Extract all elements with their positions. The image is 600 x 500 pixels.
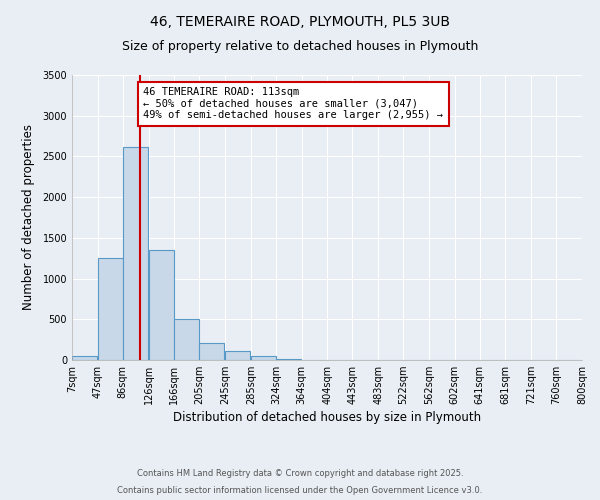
Bar: [174, 320, 199, 360]
Text: 46, TEMERAIRE ROAD, PLYMOUTH, PL5 3UB: 46, TEMERAIRE ROAD, PLYMOUTH, PL5 3UB: [150, 15, 450, 29]
Bar: [123, 148, 148, 360]
Bar: [149, 250, 173, 360]
Y-axis label: Number of detached properties: Number of detached properties: [22, 124, 35, 310]
Bar: [72, 356, 97, 360]
Bar: [98, 258, 123, 360]
Text: Contains public sector information licensed under the Open Government Licence v3: Contains public sector information licen…: [118, 486, 482, 495]
Text: Size of property relative to detached houses in Plymouth: Size of property relative to detached ho…: [122, 40, 478, 53]
Bar: [251, 356, 276, 360]
Text: Contains HM Land Registry data © Crown copyright and database right 2025.: Contains HM Land Registry data © Crown c…: [137, 468, 463, 477]
Bar: [276, 359, 301, 360]
X-axis label: Distribution of detached houses by size in Plymouth: Distribution of detached houses by size …: [173, 412, 481, 424]
Text: 46 TEMERAIRE ROAD: 113sqm
← 50% of detached houses are smaller (3,047)
49% of se: 46 TEMERAIRE ROAD: 113sqm ← 50% of detac…: [143, 87, 443, 120]
Bar: [225, 351, 250, 360]
Bar: [199, 344, 224, 360]
